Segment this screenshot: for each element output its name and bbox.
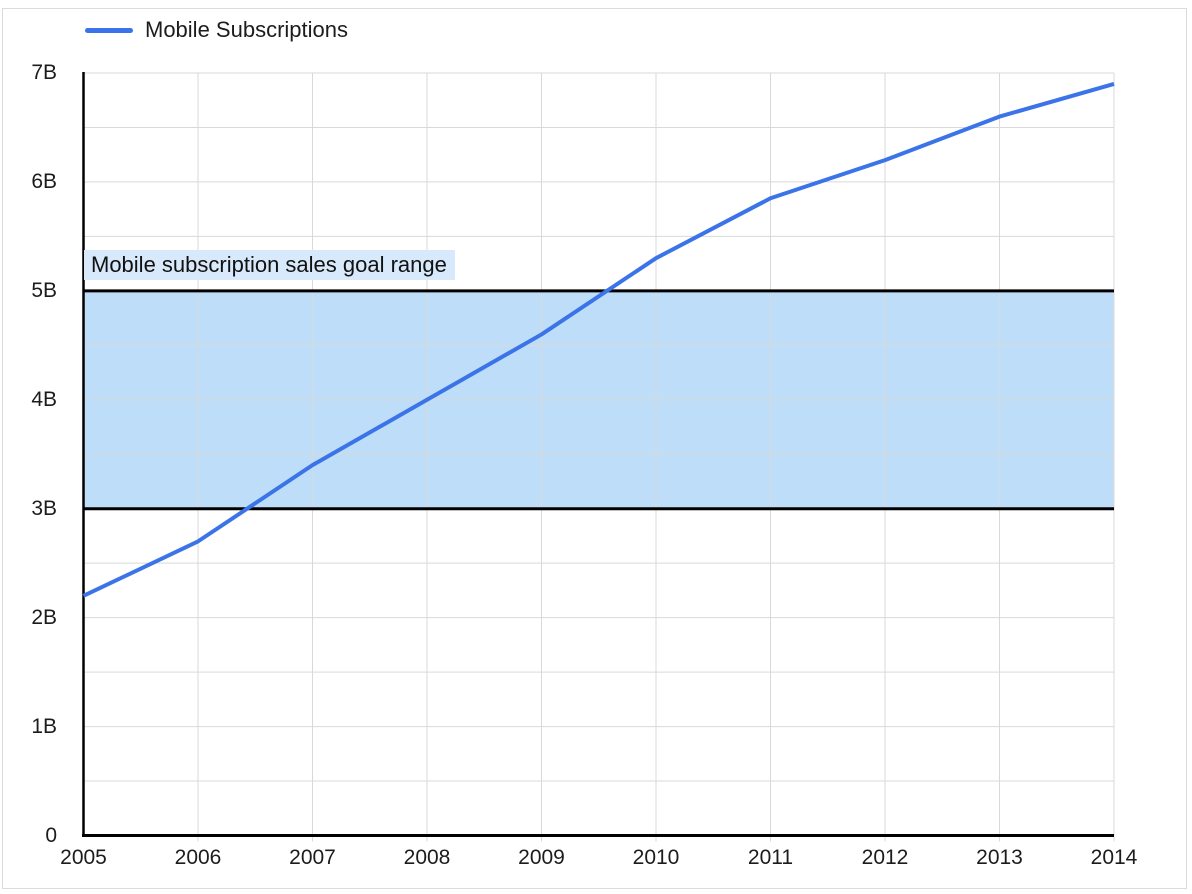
x-tick-label: 2014 — [1090, 846, 1138, 869]
y-tick-label: 5B — [31, 278, 57, 302]
x-tick-label: 2011 — [747, 846, 794, 869]
x-tick-label: 2006 — [174, 846, 222, 869]
legend-label: Mobile Subscriptions — [145, 17, 348, 42]
x-tick-label: 2007 — [289, 846, 336, 869]
x-tick-label: 2009 — [518, 846, 565, 869]
goal-band-label: Mobile subscription sales goal range — [84, 250, 455, 280]
y-tick-label: 3B — [31, 496, 57, 520]
legend-line-swatch-icon — [85, 28, 133, 33]
y-tick-label: 6B — [31, 169, 57, 193]
legend: Mobile Subscriptions — [85, 14, 348, 46]
x-tick-label: 2008 — [403, 846, 451, 869]
x-tick-label: 2010 — [632, 846, 680, 869]
y-tick-label: 4B — [31, 387, 57, 411]
y-tick-label: 7B — [31, 61, 57, 84]
y-tick-label: 1B — [31, 714, 57, 738]
x-tick-label: 2013 — [976, 846, 1023, 869]
y-tick-label: 0 — [45, 823, 57, 847]
x-tick-label: 2012 — [861, 846, 909, 869]
x-tick-label: 2005 — [60, 846, 107, 869]
series-line-mobile-subscriptions — [82, 81, 1115, 598]
y-tick-label: 2B — [31, 605, 57, 629]
